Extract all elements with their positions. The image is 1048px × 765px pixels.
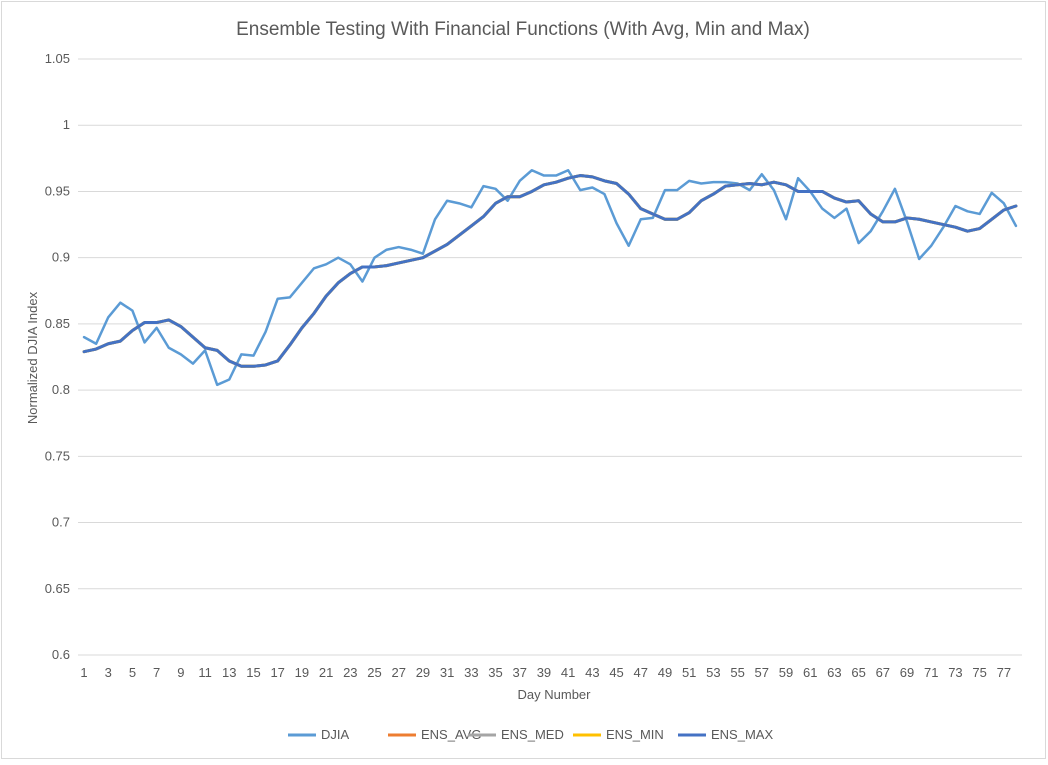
series-line-ens-max <box>82 174 1018 368</box>
gridlines <box>78 58 1022 656</box>
x-tick-label: 13 <box>222 665 236 680</box>
series-line-ens-med <box>82 174 1018 368</box>
legend-item-djia: DJIA <box>288 727 350 742</box>
x-tick-label: 29 <box>416 665 430 680</box>
x-tick-label: 61 <box>803 665 817 680</box>
x-tick-label: 55 <box>730 665 744 680</box>
x-tick-label: 17 <box>270 665 284 680</box>
x-tick-label: 3 <box>105 665 112 680</box>
y-axis-ticks: 0.6 0.65 0.7 0.75 0.8 0.85 0.9 0.95 1 1.05 <box>45 51 70 662</box>
x-tick-label: 39 <box>537 665 551 680</box>
y-tick-label: 1.05 <box>45 51 70 66</box>
chart-title: Ensemble Testing With Financial Function… <box>236 19 810 40</box>
x-axis-title: Day Number <box>518 687 592 702</box>
series-line-djia <box>82 169 1018 387</box>
y-tick-label: 0.7 <box>52 515 70 530</box>
x-tick-label: 43 <box>585 665 599 680</box>
y-tick-label: 1 <box>63 117 70 132</box>
x-tick-label: 1 <box>80 665 87 680</box>
x-tick-label: 59 <box>779 665 793 680</box>
legend-label: DJIA <box>321 727 350 742</box>
y-tick-label: 0.65 <box>45 581 70 596</box>
legend-item-ens-max: ENS_MAX <box>678 727 773 742</box>
x-tick-label: 49 <box>658 665 672 680</box>
x-tick-label: 57 <box>755 665 769 680</box>
x-tick-label: 5 <box>129 665 136 680</box>
x-tick-label: 45 <box>609 665 623 680</box>
y-tick-label: 0.95 <box>45 183 70 198</box>
legend-label: ENS_MAX <box>711 727 773 742</box>
x-tick-label: 67 <box>876 665 890 680</box>
x-tick-label: 73 <box>948 665 962 680</box>
x-tick-label: 75 <box>972 665 986 680</box>
x-tick-label: 15 <box>246 665 260 680</box>
x-tick-label: 19 <box>295 665 309 680</box>
x-tick-label: 27 <box>391 665 405 680</box>
x-tick-label: 33 <box>464 665 478 680</box>
x-tick-label: 35 <box>488 665 502 680</box>
y-tick-label: 0.85 <box>45 316 70 331</box>
x-tick-label: 77 <box>997 665 1011 680</box>
series-line-ens-avg <box>82 174 1018 368</box>
legend-label: ENS_MIN <box>606 727 664 742</box>
x-tick-label: 71 <box>924 665 938 680</box>
x-tick-label: 11 <box>198 665 212 680</box>
x-tick-label: 21 <box>319 665 333 680</box>
x-tick-label: 25 <box>367 665 381 680</box>
x-tick-label: 63 <box>827 665 841 680</box>
x-tick-label: 69 <box>900 665 914 680</box>
legend: DJIA ENS_AVG ENS_MED ENS_MIN ENS_MAX <box>288 727 773 742</box>
x-tick-label: 47 <box>634 665 648 680</box>
x-axis-ticks: 1 3 5 7 9 11 13 15 17 19 21 23 25 27 29 31 33 35 37 39 41 43 4… <box>80 665 1011 680</box>
legend-item-ens-avg: ENS_AVG <box>388 727 481 742</box>
x-tick-label: 41 <box>561 665 575 680</box>
x-tick-label: 7 <box>153 665 160 680</box>
legend-label: ENS_MED <box>501 727 564 742</box>
legend-item-ens-min: ENS_MIN <box>573 727 664 742</box>
x-tick-label: 53 <box>706 665 720 680</box>
legend-item-ens-med: ENS_MED <box>468 727 564 742</box>
y-tick-label: 0.8 <box>52 382 70 397</box>
series-line-ens-min <box>82 174 1018 368</box>
x-tick-label: 9 <box>177 665 184 680</box>
series-lines <box>82 169 1018 387</box>
x-tick-label: 51 <box>682 665 696 680</box>
y-tick-label: 0.9 <box>52 250 70 265</box>
x-tick-label: 31 <box>440 665 454 680</box>
x-tick-label: 23 <box>343 665 357 680</box>
x-tick-label: 65 <box>851 665 865 680</box>
legend-label: ENS_AVG <box>421 727 481 742</box>
y-tick-label: 0.75 <box>45 448 70 463</box>
y-tick-label: 0.6 <box>52 647 70 662</box>
x-tick-label: 37 <box>513 665 527 680</box>
y-axis-title: Normalized DJIA Index <box>25 291 40 424</box>
